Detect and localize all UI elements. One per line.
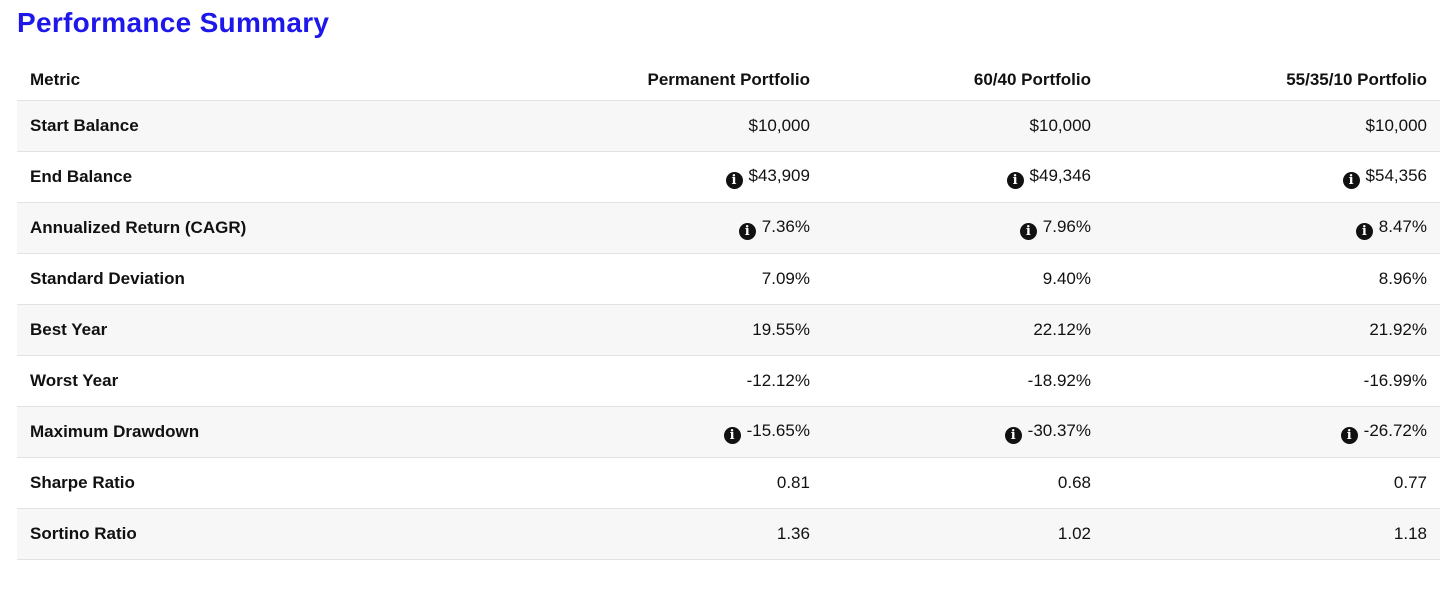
cell-value: -18.92%: [1027, 371, 1091, 390]
performance-summary-page: Performance Summary Metric Permanent Por…: [0, 6, 1456, 560]
metric-label: Sharpe Ratio: [17, 457, 544, 509]
table-row-worst-year: Worst Year -12.12% -18.92% -16.99%: [17, 355, 1440, 407]
cell-value: 8.47%: [1378, 216, 1427, 236]
value-cell: i $49,346: [822, 151, 1104, 203]
value-cell: 19.55%: [543, 304, 823, 356]
value-cell: -18.92%: [822, 355, 1104, 407]
cell-value: 0.68: [1057, 473, 1091, 492]
cell-value: $10,000: [1029, 116, 1091, 135]
table-row-best-year: Best Year 19.55% 22.12% 21.92%: [17, 304, 1440, 356]
info-icon[interactable]: i: [1004, 426, 1022, 444]
table-header-row: Metric Permanent Portfolio 60/40 Portfol…: [17, 60, 1440, 101]
cell-value: $49,346: [1029, 165, 1091, 185]
value-cell: $10,000: [1104, 100, 1440, 152]
value-cell: i 7.36%: [543, 202, 823, 254]
metric-label: Maximum Drawdown: [17, 406, 544, 458]
metric-label: Standard Deviation: [17, 253, 544, 305]
value-cell: 1.02: [822, 508, 1104, 560]
info-icon[interactable]: i: [1342, 171, 1360, 189]
column-header-60-40-portfolio: 60/40 Portfolio: [822, 60, 1104, 101]
cell-value: 1.36: [776, 524, 810, 543]
metric-label: Best Year: [17, 304, 544, 356]
value-cell: 1.18: [1104, 508, 1440, 560]
metric-label: Worst Year: [17, 355, 544, 407]
cell-value: -15.65%: [746, 420, 810, 440]
cell-value: $54,356: [1365, 165, 1427, 185]
page-title: Performance Summary: [17, 7, 330, 38]
cell-value: 8.96%: [1378, 269, 1427, 288]
table-row-sortino-ratio: Sortino Ratio 1.36 1.02 1.18: [17, 508, 1440, 560]
cell-value: 1.18: [1393, 524, 1427, 543]
table-row-start-balance: Start Balance $10,000 $10,000 $10,000: [17, 100, 1440, 152]
table-row-maximum-drawdown: Maximum Drawdown i -15.65% i -30.37% i -26.…: [17, 406, 1440, 458]
info-icon[interactable]: i: [1006, 171, 1024, 189]
cell-value: 21.92%: [1369, 320, 1427, 339]
info-icon[interactable]: i: [1340, 426, 1358, 444]
value-cell: i $54,356: [1104, 151, 1440, 203]
table-wrap: Metric Permanent Portfolio 60/40 Portfol…: [17, 60, 1440, 560]
column-header-metric: Metric: [17, 60, 544, 101]
info-icon[interactable]: i: [738, 222, 756, 240]
info-icon[interactable]: i: [723, 426, 741, 444]
value-cell: i 8.47%: [1104, 202, 1440, 254]
value-cell: 1.36: [543, 508, 823, 560]
value-cell: 21.92%: [1104, 304, 1440, 356]
info-icon[interactable]: i: [725, 171, 743, 189]
table-row-annualized-return-cagr: Annualized Return (CAGR) i 7.36% i 7.96% i…: [17, 202, 1440, 254]
column-header-55-35-10-portfolio: 55/35/10 Portfolio: [1104, 60, 1440, 101]
value-cell: 0.77: [1104, 457, 1440, 509]
value-cell: 0.68: [822, 457, 1104, 509]
cell-value: 22.12%: [1033, 320, 1091, 339]
cell-value: 7.36%: [761, 216, 810, 236]
cell-value: 1.02: [1057, 524, 1091, 543]
value-cell: i -30.37%: [822, 406, 1104, 458]
cell-value: -16.99%: [1363, 371, 1427, 390]
value-cell: i $43,909: [543, 151, 823, 203]
value-cell: 9.40%: [822, 253, 1104, 305]
cell-value: 0.81: [776, 473, 810, 492]
cell-value: 7.96%: [1042, 216, 1091, 236]
value-cell: i -15.65%: [543, 406, 823, 458]
value-cell: i -26.72%: [1104, 406, 1440, 458]
value-cell: 8.96%: [1104, 253, 1440, 305]
info-icon[interactable]: i: [1355, 222, 1373, 240]
table-row-sharpe-ratio: Sharpe Ratio 0.81 0.68 0.77: [17, 457, 1440, 509]
cell-value: -30.37%: [1027, 420, 1091, 440]
cell-value: 9.40%: [1042, 269, 1091, 288]
metric-label: Annualized Return (CAGR): [17, 202, 544, 254]
performance-summary-table: Metric Permanent Portfolio 60/40 Portfol…: [17, 60, 1440, 560]
value-cell: -16.99%: [1104, 355, 1440, 407]
cell-value: $43,909: [748, 165, 810, 185]
value-cell: $10,000: [822, 100, 1104, 152]
info-icon[interactable]: i: [1019, 222, 1037, 240]
metric-label: Sortino Ratio: [17, 508, 544, 560]
metric-label: End Balance: [17, 151, 544, 203]
value-cell: -12.12%: [543, 355, 823, 407]
metric-label: Start Balance: [17, 100, 544, 152]
cell-value: 19.55%: [752, 320, 810, 339]
table-row-standard-deviation: Standard Deviation 7.09% 9.40% 8.96%: [17, 253, 1440, 305]
value-cell: 22.12%: [822, 304, 1104, 356]
value-cell: i 7.96%: [822, 202, 1104, 254]
cell-value: 7.09%: [761, 269, 810, 288]
cell-value: -26.72%: [1363, 420, 1427, 440]
value-cell: 7.09%: [543, 253, 823, 305]
cell-value: $10,000: [1365, 116, 1427, 135]
value-cell: 0.81: [543, 457, 823, 509]
value-cell: $10,000: [543, 100, 823, 152]
column-header-permanent-portfolio: Permanent Portfolio: [543, 60, 823, 101]
table-row-end-balance: End Balance i $43,909 i $49,346 i $54,356: [17, 151, 1440, 203]
cell-value: 0.77: [1393, 473, 1427, 492]
cell-value: -12.12%: [746, 371, 810, 390]
cell-value: $10,000: [748, 116, 810, 135]
